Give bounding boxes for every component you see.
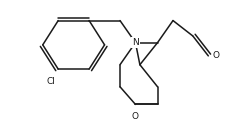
Text: O: O [213, 51, 220, 60]
Text: O: O [132, 112, 139, 121]
Text: Cl: Cl [46, 77, 55, 86]
Text: N: N [132, 38, 139, 47]
